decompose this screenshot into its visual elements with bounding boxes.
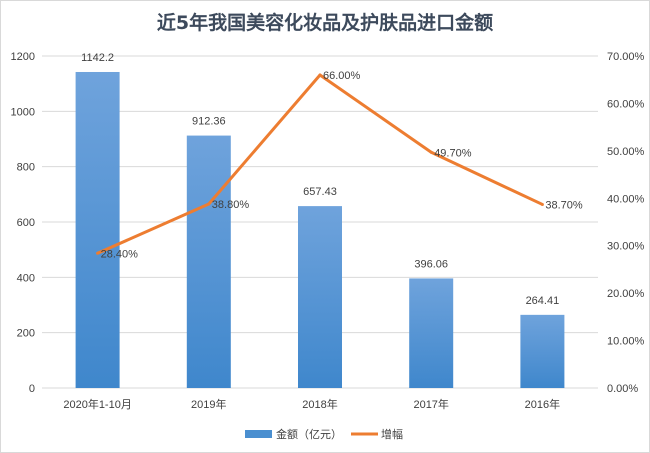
bar-data-label: 1142.2 (81, 52, 114, 64)
line-point (429, 150, 433, 154)
y-right-tick-label: 70.00% (607, 51, 645, 63)
y-left-tick-label: 1000 (11, 106, 35, 118)
y-left-tick-label: 800 (17, 162, 35, 174)
bar-data-label: 396.06 (414, 258, 448, 270)
line-data-label: 38.80% (212, 199, 250, 211)
y-right-tick-label: 10.00% (607, 336, 645, 348)
line-data-label: 28.40% (101, 248, 139, 260)
x-tick-label: 2017年 (413, 397, 448, 411)
line-point (540, 202, 544, 206)
line-data-label: 49.70% (434, 147, 472, 159)
y-right-tick-label: 20.00% (607, 288, 645, 300)
line-point (207, 202, 211, 206)
y-right-tick-label: 50.00% (607, 146, 645, 158)
y-right-tick-label: 30.00% (607, 241, 645, 253)
y-left-tick-label: 200 (17, 328, 35, 340)
x-tick-label: 2019年 (191, 397, 226, 411)
line-point (96, 251, 100, 255)
line-data-label: 66.00% (323, 70, 361, 82)
legend-label-line: 增幅 (381, 427, 403, 441)
bar-data-label: 912.36 (192, 116, 226, 128)
line-data-label: 38.70% (545, 199, 583, 211)
y-left-tick-label: 600 (17, 217, 35, 229)
bar-data-label: 657.43 (303, 186, 337, 198)
y-left-tick-label: 1200 (11, 51, 35, 63)
x-tick-label: 2016年 (525, 397, 560, 411)
legend-swatch-bar (245, 430, 272, 438)
line-point (318, 73, 322, 77)
x-tick-label: 2020年1-10月 (63, 397, 132, 411)
bar (520, 314, 565, 388)
bar (186, 135, 231, 388)
bar (409, 278, 454, 388)
y-right-tick-label: 60.00% (607, 98, 645, 110)
legend-label-bar: 金额（亿元） (276, 427, 342, 441)
bar (298, 206, 342, 388)
bar-data-label: 264.41 (526, 295, 560, 307)
chart-title: 近5年我国美容化妆品及护肤品进口金额 (157, 11, 493, 34)
x-tick-label: 2018年 (302, 397, 337, 411)
y-right-tick-label: 40.00% (607, 193, 645, 205)
legend: 金额（亿元） 增幅 (245, 427, 403, 441)
bar (75, 71, 120, 388)
y-left-tick-label: 400 (17, 272, 35, 284)
y-left-tick-label: 0 (29, 383, 35, 395)
y-right-tick-label: 0.00% (607, 383, 638, 395)
